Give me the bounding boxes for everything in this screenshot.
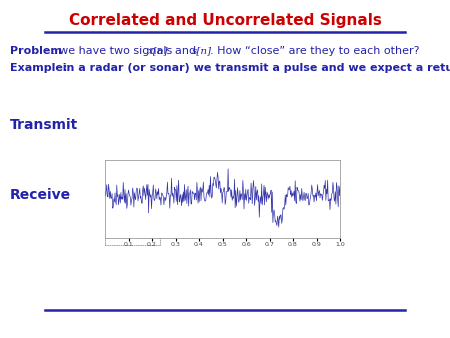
Text: Example:: Example: — [10, 63, 68, 73]
Text: Correlated and Uncorrelated Signals: Correlated and Uncorrelated Signals — [68, 13, 382, 28]
Text: x[n]: x[n] — [148, 46, 168, 55]
Text: in a radar (or sonar) we transmit a pulse and we expect a return: in a radar (or sonar) we transmit a puls… — [55, 63, 450, 73]
Text: and: and — [168, 46, 203, 56]
Text: Problem: Problem — [10, 46, 62, 56]
Text: s[n]: s[n] — [192, 46, 212, 55]
Text: Receive: Receive — [10, 188, 71, 202]
Text: . How “close” are they to each other?: . How “close” are they to each other? — [210, 46, 419, 56]
Text: : we have two signals: : we have two signals — [52, 46, 172, 56]
Text: Transmit: Transmit — [10, 118, 78, 132]
